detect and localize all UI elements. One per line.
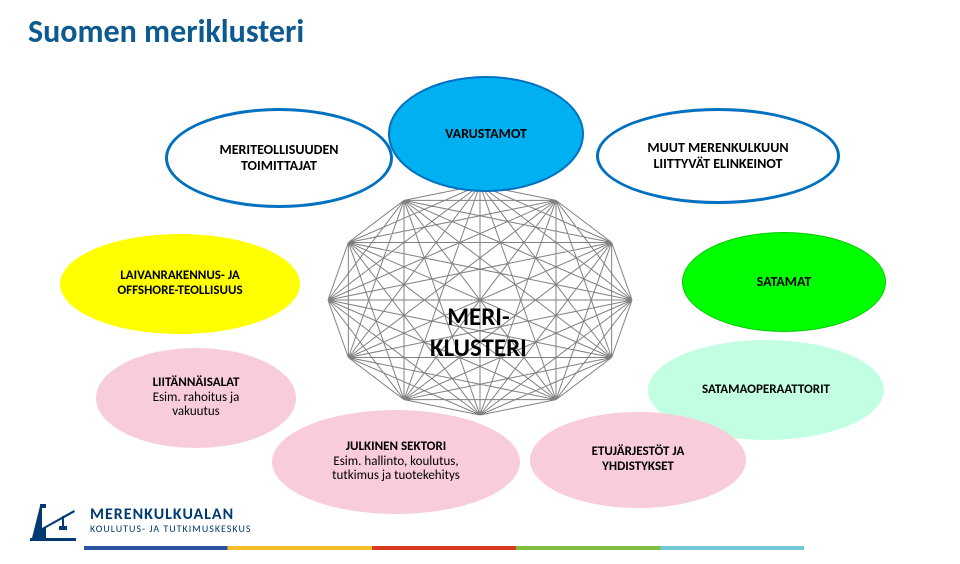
center-label: MERI- KLUSTERI [430,270,527,363]
node-label-julkinen-sektori: JULKINEN SEKTORIEsim. hallinto, koulutus… [332,440,460,485]
logo-line2: KOULUTUS- JA TUTKIMUSKESKUS [90,523,251,534]
node-laivanrakennus: LAIVANRAKENNUS- JA OFFSHORE-TEOLLISUUS [60,234,300,334]
node-label-etujarjestot: ETUJÄRJESTÖT JA YHDISTYKSET [592,445,685,475]
node-label-laivanrakennus: LAIVANRAKENNUS- JA OFFSHORE-TEOLLISUUS [117,269,242,299]
logo-line1: MERENKULKUALAN [90,506,251,524]
footer-stripe [84,546,804,550]
node-label-satamaoperaattorit: SATAMAOPERAATTORIT [702,383,830,398]
crane-icon [28,498,78,542]
node-label-meriteollisuus: MERITEOLLISUUDEN TOIMITTAJAT [219,142,338,174]
node-meriteollisuus: MERITEOLLISUUDEN TOIMITTAJAT [165,108,393,208]
node-varustamot: VARUSTAMOT [388,76,584,192]
node-label-muut-merenkulku: MUUT MERENKULKUUN LIITTYVÄT ELINKEINOT [647,140,788,172]
page-title: Suomen meriklusteri [28,12,304,51]
node-etujarjestot: ETUJÄRJESTÖT JA YHDISTYKSET [530,412,746,508]
node-liitannaisalat: LIITÄNNÄISALATEsim. rahoitus ja vakuutus [96,348,296,448]
footer-logo: MERENKULKUALAN KOULUTUS- JA TUTKIMUSKESK… [28,498,251,542]
node-muut-merenkulku: MUUT MERENKULKUUN LIITTYVÄT ELINKEINOT [596,108,840,204]
node-label-liitannaisalat: LIITÄNNÄISALATEsim. rahoitus ja vakuutus [153,376,240,421]
node-julkinen-sektori: JULKINEN SEKTORIEsim. hallinto, koulutus… [272,410,520,514]
node-satamat: SATAMAT [682,232,886,332]
logo-text: MERENKULKUALAN KOULUTUS- JA TUTKIMUSKESK… [90,506,251,535]
node-label-satamat: SATAMAT [757,274,812,290]
node-label-varustamot: VARUSTAMOT [445,126,527,142]
